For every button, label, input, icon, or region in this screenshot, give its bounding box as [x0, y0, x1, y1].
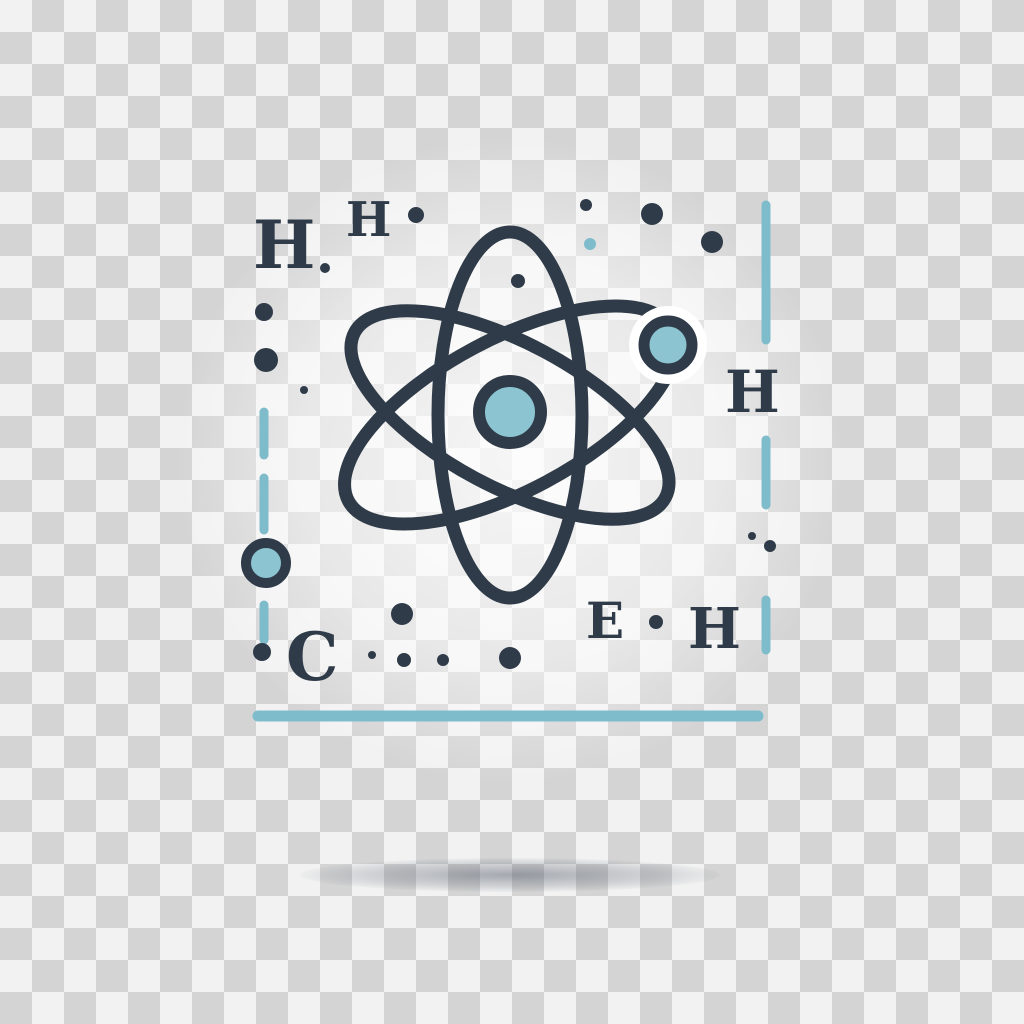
dot — [255, 303, 273, 321]
orbit-electron-body — [638, 315, 698, 375]
dot — [408, 207, 424, 223]
dot — [254, 348, 278, 372]
background-glow — [180, 140, 840, 780]
nucleus — [473, 375, 547, 449]
label-h-top-left: H — [253, 206, 315, 284]
dot — [391, 603, 413, 625]
left-electron-ring — [241, 538, 291, 588]
label-h-bottom-right: H — [688, 596, 741, 662]
dot — [499, 647, 521, 669]
dot — [320, 263, 330, 273]
dot — [437, 654, 449, 666]
dot — [253, 643, 271, 661]
left-electron — [241, 538, 291, 588]
dot — [641, 203, 663, 225]
label-e-bottom-right: E — [586, 591, 624, 650]
floor-shadow — [300, 858, 720, 892]
dot — [368, 651, 376, 659]
label-h-top-second: H — [346, 192, 391, 248]
dot — [300, 386, 308, 394]
orbit-electron — [629, 306, 707, 384]
orbit-vertical — [431, 225, 589, 605]
decor-dots-teal — [584, 238, 596, 250]
label-h-right: H — [725, 358, 780, 426]
dot — [511, 274, 525, 288]
dot — [584, 238, 596, 250]
orbit-diagonal-b — [344, 304, 676, 526]
dot — [397, 653, 411, 667]
dot — [701, 231, 723, 253]
atom-icon — [338, 225, 682, 605]
frame-lines — [252, 200, 771, 722]
dot — [649, 615, 663, 629]
element-labels: H H H C E H — [253, 192, 780, 696]
decor-dots — [253, 199, 776, 669]
label-c-bottom: C — [286, 618, 339, 696]
dot — [580, 199, 592, 211]
dot — [748, 532, 756, 540]
dot — [764, 540, 776, 552]
